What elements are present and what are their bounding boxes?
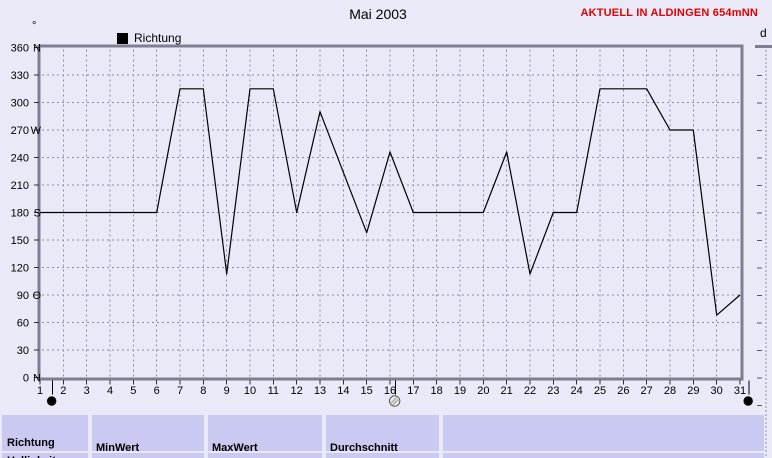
compass-label: W xyxy=(31,125,42,137)
moon-marker-full-icon xyxy=(388,395,401,407)
compass-label: S xyxy=(34,208,41,220)
x-tick-label: 1 xyxy=(37,385,43,397)
x-tick-label: 24 xyxy=(571,385,583,397)
legend-swatch-icon xyxy=(117,32,128,44)
x-tick-label: 30 xyxy=(711,385,723,397)
x-tick-label: 8 xyxy=(200,385,206,397)
x-tick-label: 3 xyxy=(84,385,90,397)
moon-marker-new-icon xyxy=(45,395,58,407)
x-tick-label: 16 xyxy=(384,385,396,397)
table-cell-durchschnitt: Durchschnitt S xyxy=(326,415,439,451)
x-tick-label: 13 xyxy=(314,385,326,397)
y-tick-label: 300 xyxy=(11,98,29,110)
x-tick-label: 25 xyxy=(594,385,606,397)
x-tick-label: 26 xyxy=(617,385,629,397)
table-cell xyxy=(208,453,322,458)
table-cell xyxy=(443,453,764,458)
x-tick-label: 7 xyxy=(177,385,183,397)
x-tick-label: 29 xyxy=(687,385,699,397)
x-tick-label: 20 xyxy=(477,385,489,397)
x-tick-label: 27 xyxy=(641,385,653,397)
maxwert-header: MaxWert xyxy=(212,442,258,451)
status-banner: AKTUELL IN ALDINGEN 654mNN xyxy=(580,7,758,19)
x-tick-label: 19 xyxy=(454,385,466,397)
table-cell-next-rowlabel: Helligkeit xyxy=(2,453,88,458)
y-tick-label: 360 xyxy=(11,43,29,55)
compass-label: O xyxy=(32,290,41,302)
y-axis-unit-label: ° xyxy=(32,20,37,32)
y-tick-label: 180 xyxy=(11,208,29,220)
legend-label: Richtung xyxy=(134,31,182,45)
x-tick-label: 11 xyxy=(268,385,279,397)
chart-title: Mai 2003 xyxy=(349,6,407,22)
x-tick-label: 17 xyxy=(407,385,419,397)
x-tick-label: 22 xyxy=(524,385,536,397)
x-tick-label: 18 xyxy=(431,385,443,397)
y-tick-label: 90 xyxy=(17,290,29,302)
compass-label: N xyxy=(33,373,41,385)
y-tick-label: 30 xyxy=(17,345,29,357)
y-tick-label: 240 xyxy=(11,153,29,165)
table-next-row-label: Helligkeit xyxy=(7,455,56,458)
x-tick-label: 10 xyxy=(244,385,256,397)
y-tick-label: 60 xyxy=(17,318,29,330)
y-tick-label: 210 xyxy=(11,180,29,192)
x-tick-label: 9 xyxy=(224,385,230,397)
x-tick-label: 14 xyxy=(337,385,349,397)
table-cell-maxwert: MaxWert 03.05. 19:55 N xyxy=(208,415,322,451)
x-tick-label: 23 xyxy=(547,385,559,397)
data-line-richtung xyxy=(40,88,741,316)
durchschnitt-header: Durchschnitt xyxy=(330,442,398,451)
x-tick-label: 31 xyxy=(734,385,746,397)
x-tick-label: 12 xyxy=(291,385,303,397)
y-tick-label: 0 xyxy=(23,373,29,385)
x-tick-label: 4 xyxy=(107,385,113,397)
x-tick-label: 28 xyxy=(664,385,676,397)
x-tick-label: 2 xyxy=(60,385,66,397)
y-tick-label: 150 xyxy=(11,235,29,247)
x-tick-label: 6 xyxy=(154,385,160,397)
moon-marker-hatch xyxy=(390,397,397,404)
adjacent-panel-label: d xyxy=(760,26,767,40)
y-tick-label: 270 xyxy=(11,125,29,137)
table-cell xyxy=(92,453,204,458)
table-row-label: Richtung xyxy=(7,437,55,449)
y-tick-label: 120 xyxy=(11,263,29,275)
x-tick-label: 21 xyxy=(501,385,513,397)
y-tick-label: 330 xyxy=(11,70,29,82)
table-cell-rowlabel: Richtung xyxy=(2,415,88,451)
moon-marker-new-icon xyxy=(742,395,754,407)
table-cell xyxy=(326,453,439,458)
minwert-header: MinWert xyxy=(96,442,140,451)
table-cell-minwert: MinWert 02.05. 21:20 N xyxy=(92,415,204,451)
legend: Richtung xyxy=(117,31,181,45)
table-cell-empty xyxy=(443,415,764,451)
x-tick-label: 5 xyxy=(130,385,136,397)
compass-label: N xyxy=(33,43,41,55)
moon-marker-hatch xyxy=(392,399,399,406)
adjacent-panel-border-fragment xyxy=(755,45,772,48)
x-tick-label: 15 xyxy=(361,385,373,397)
